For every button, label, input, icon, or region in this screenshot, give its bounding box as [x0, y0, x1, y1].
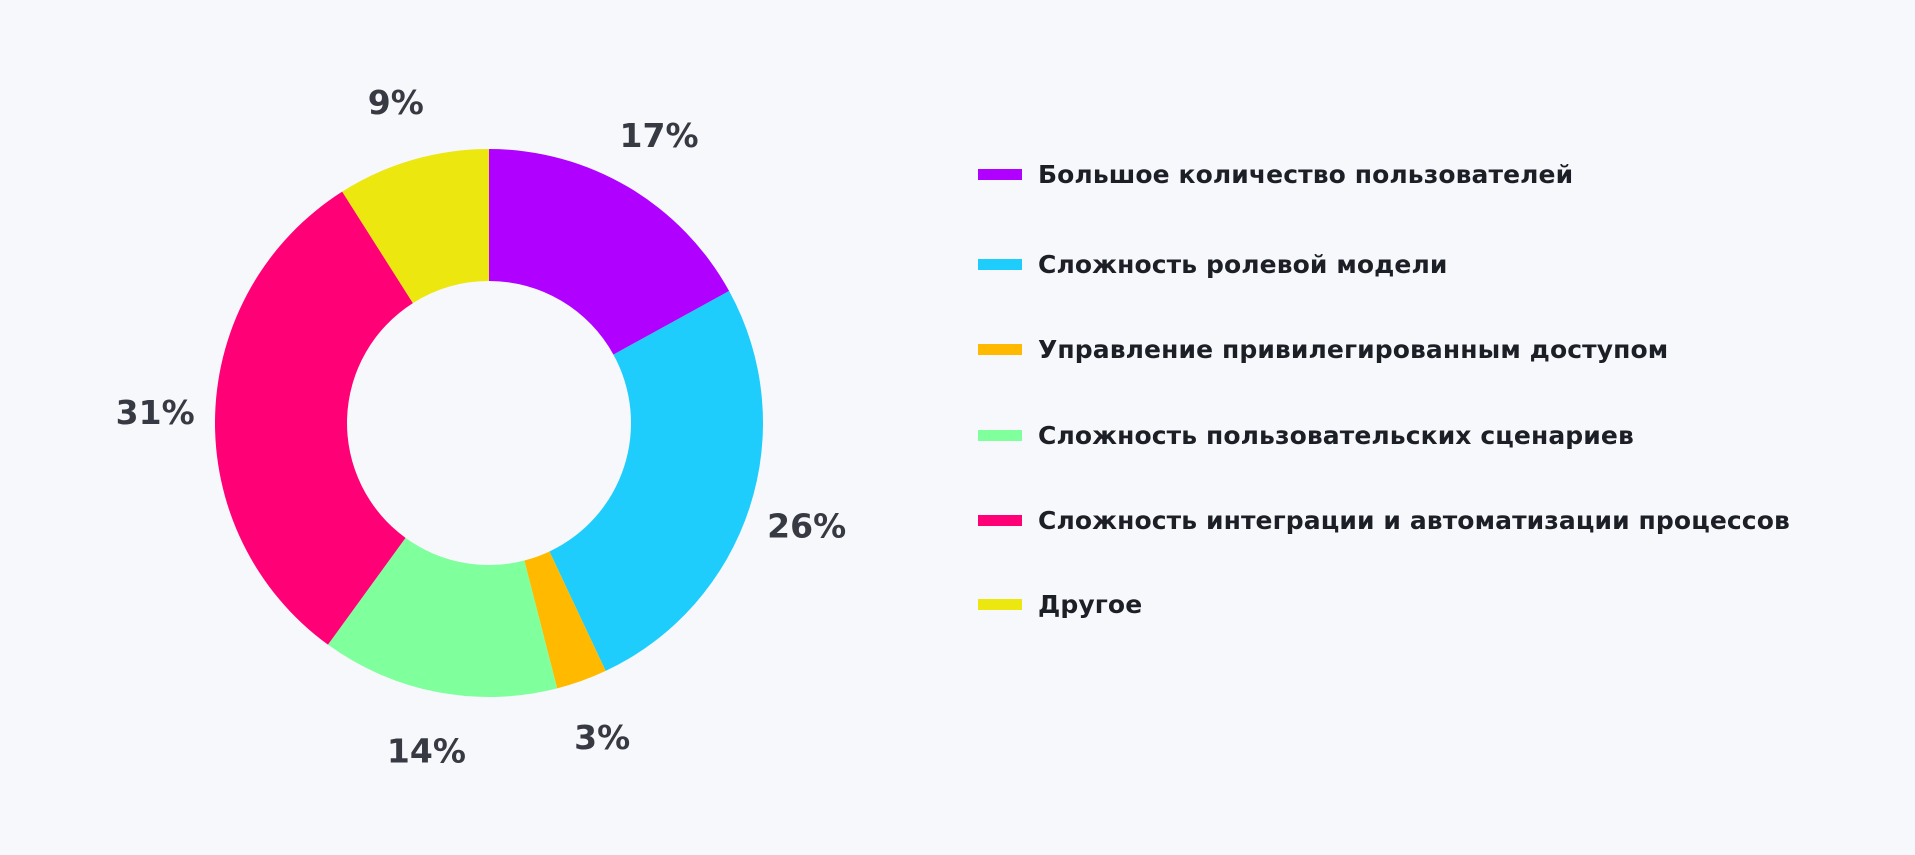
legend-swatch: [978, 599, 1022, 610]
legend-label: Сложность интеграции и автоматизации про…: [1038, 506, 1790, 535]
legend-item-1: Большое количество пользователей: [978, 160, 1573, 189]
donut-slices: [214, 149, 763, 697]
donut-value-labels: 17% 26% 3% 14% 31% 9%: [116, 83, 846, 771]
legend-swatch: [978, 259, 1022, 270]
value-label-1: 17%: [620, 116, 699, 155]
legend-item-3: Управление привилегированным доступом: [978, 335, 1668, 364]
donut-slice-6: [342, 149, 489, 304]
legend-item-2: Сложность ролевой модели: [978, 250, 1448, 279]
legend-swatch: [978, 515, 1022, 526]
donut-slice-5: [214, 191, 413, 645]
value-label-3: 3%: [574, 718, 630, 757]
legend-item-4: Сложность пользовательских сценариев: [978, 421, 1634, 450]
donut-slice-4: [327, 537, 558, 697]
value-label-2: 26%: [767, 507, 846, 546]
legend-label: Другое: [1038, 590, 1143, 619]
legend-swatch: [978, 169, 1022, 180]
value-label-4: 14%: [387, 732, 466, 771]
donut-slice-3: [524, 551, 606, 689]
legend-label: Большое количество пользователей: [1038, 160, 1574, 189]
value-label-6: 9%: [368, 83, 424, 122]
legend-swatch: [978, 344, 1022, 355]
legend-item-6: Другое: [978, 590, 1142, 619]
legend-label: Управление привилегированным доступом: [1038, 335, 1669, 364]
value-label-5: 31%: [116, 393, 195, 432]
donut-slice-2: [549, 290, 763, 671]
donut-slice-1: [489, 149, 730, 355]
legend-item-5: Сложность интеграции и автоматизации про…: [978, 506, 1790, 535]
legend-swatch: [978, 430, 1022, 441]
legend-label: Сложность ролевой модели: [1038, 250, 1448, 279]
legend-label: Сложность пользовательских сценариев: [1038, 421, 1634, 450]
